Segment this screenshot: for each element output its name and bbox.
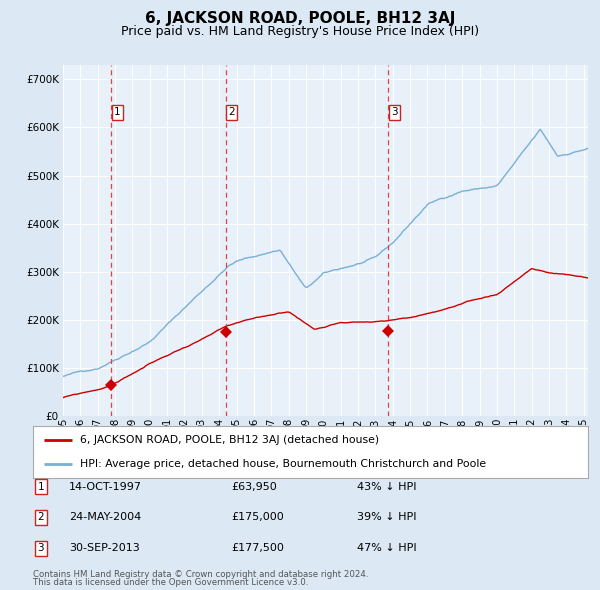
Text: 24-MAY-2004: 24-MAY-2004	[69, 513, 141, 522]
Text: 3: 3	[391, 107, 398, 117]
Text: £175,000: £175,000	[231, 513, 284, 522]
Text: 39% ↓ HPI: 39% ↓ HPI	[357, 513, 416, 522]
Text: 43% ↓ HPI: 43% ↓ HPI	[357, 482, 416, 491]
Text: £63,950: £63,950	[231, 482, 277, 491]
Text: 14-OCT-1997: 14-OCT-1997	[69, 482, 142, 491]
Text: 2: 2	[229, 107, 235, 117]
Text: HPI: Average price, detached house, Bournemouth Christchurch and Poole: HPI: Average price, detached house, Bour…	[80, 459, 487, 469]
Text: Price paid vs. HM Land Registry's House Price Index (HPI): Price paid vs. HM Land Registry's House …	[121, 25, 479, 38]
Text: Contains HM Land Registry data © Crown copyright and database right 2024.: Contains HM Land Registry data © Crown c…	[33, 570, 368, 579]
Text: 2: 2	[37, 513, 44, 522]
Text: 3: 3	[37, 543, 44, 553]
Text: 6, JACKSON ROAD, POOLE, BH12 3AJ (detached house): 6, JACKSON ROAD, POOLE, BH12 3AJ (detach…	[80, 435, 379, 445]
Text: £177,500: £177,500	[231, 543, 284, 553]
Text: 1: 1	[114, 107, 121, 117]
Text: This data is licensed under the Open Government Licence v3.0.: This data is licensed under the Open Gov…	[33, 578, 308, 587]
Text: 6, JACKSON ROAD, POOLE, BH12 3AJ: 6, JACKSON ROAD, POOLE, BH12 3AJ	[145, 11, 455, 25]
Text: 30-SEP-2013: 30-SEP-2013	[69, 543, 140, 553]
Text: 47% ↓ HPI: 47% ↓ HPI	[357, 543, 416, 553]
Text: 1: 1	[37, 482, 44, 491]
